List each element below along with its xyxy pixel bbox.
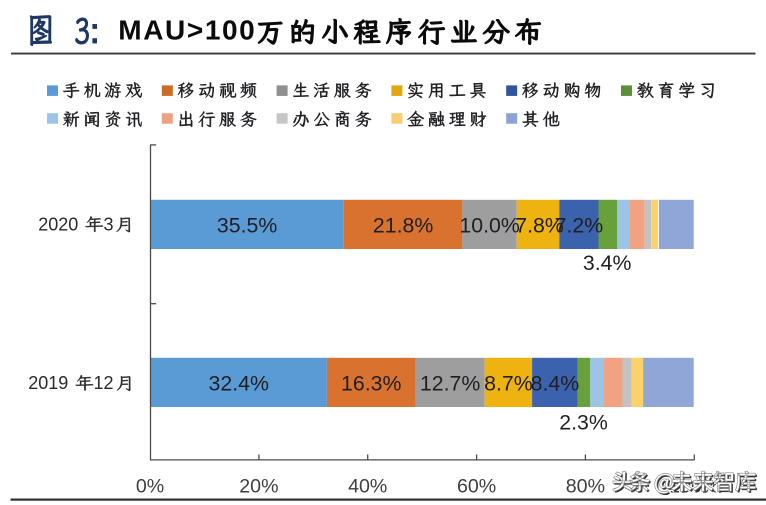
svg-text:35.5%: 35.5% [217,214,277,238]
svg-text:8.4%: 8.4% [531,372,580,396]
svg-text:3: 3 [104,214,114,234]
svg-text:32.4%: 32.4% [209,372,269,396]
svg-text:21.8%: 21.8% [373,214,433,238]
svg-text:2020: 2020 [38,214,78,234]
svg-text:12.7%: 12.7% [420,372,480,396]
svg-text:40%: 40% [348,476,387,498]
svg-text:7.8%: 7.8% [515,214,564,238]
svg-text:16.3%: 16.3% [341,372,401,396]
svg-text:10.0%: 10.0% [459,214,519,238]
svg-text:3.4%: 3.4% [583,251,632,275]
svg-text:12: 12 [94,373,114,393]
svg-text:2.3%: 2.3% [559,411,608,435]
svg-text:80%: 80% [566,476,605,498]
svg-text:60%: 60% [457,476,496,498]
svg-text:8.7%: 8.7% [484,372,533,396]
svg-text:20%: 20% [239,476,278,498]
svg-text:0%: 0% [136,476,164,498]
svg-text:7.2%: 7.2% [555,214,604,238]
svg-text:MAU>100: MAU>100 [118,14,256,45]
svg-text:2019: 2019 [28,373,68,393]
